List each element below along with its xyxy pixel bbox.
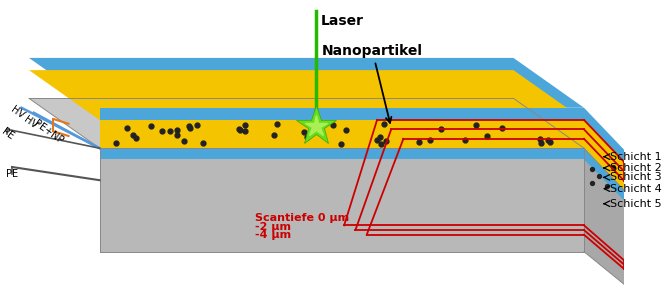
Polygon shape	[584, 148, 625, 201]
Text: Schicht 4: Schicht 4	[611, 184, 662, 194]
Polygon shape	[584, 108, 625, 162]
Text: Schicht 5: Schicht 5	[611, 199, 662, 209]
Polygon shape	[29, 58, 584, 108]
Text: HV: HV	[23, 115, 40, 131]
Text: Scantiefe 0 μm: Scantiefe 0 μm	[255, 213, 349, 223]
Polygon shape	[99, 108, 584, 120]
Text: PE+NP: PE+NP	[32, 118, 66, 146]
Text: Schicht 2: Schicht 2	[611, 163, 662, 173]
Polygon shape	[584, 120, 625, 191]
Text: -2 μm: -2 μm	[255, 222, 291, 232]
Text: Laser: Laser	[321, 14, 363, 28]
Text: PE: PE	[0, 127, 15, 142]
Polygon shape	[99, 148, 584, 252]
Text: HV: HV	[9, 104, 27, 121]
Polygon shape	[29, 98, 584, 148]
Text: PE: PE	[6, 168, 18, 178]
Text: Schicht 1: Schicht 1	[611, 152, 662, 162]
Polygon shape	[584, 148, 625, 285]
Polygon shape	[99, 148, 584, 159]
Text: Nanopartikel: Nanopartikel	[322, 44, 423, 123]
Text: -4 μm: -4 μm	[255, 230, 291, 240]
Text: Schicht 3: Schicht 3	[611, 172, 662, 182]
Polygon shape	[29, 70, 584, 120]
Polygon shape	[99, 120, 584, 148]
